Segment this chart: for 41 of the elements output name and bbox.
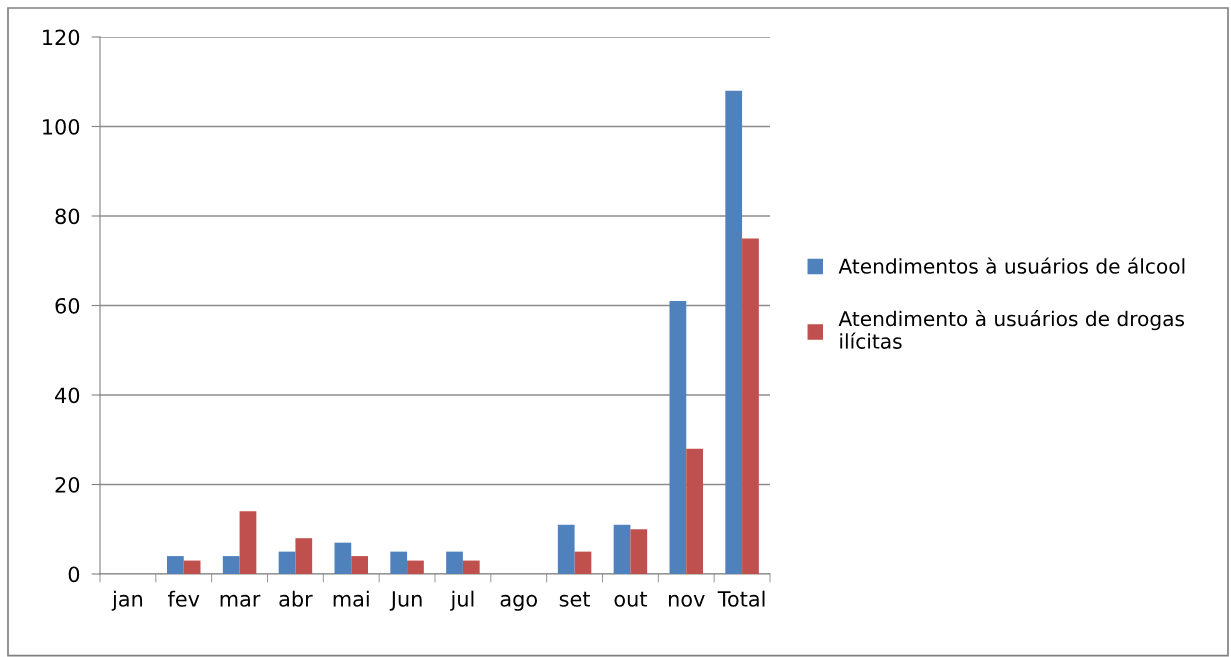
bar bbox=[390, 551, 408, 574]
y-tick-label: 20 bbox=[55, 476, 80, 493]
x-tick-label: Total bbox=[717, 590, 765, 607]
x-tick-label: jul bbox=[450, 590, 474, 611]
x-tick-label: Jun bbox=[389, 591, 422, 611]
bar bbox=[462, 560, 480, 574]
bar bbox=[222, 556, 240, 574]
bar bbox=[167, 556, 184, 574]
y-tick-label: 0 bbox=[68, 566, 80, 583]
x-tick-label: fev bbox=[167, 590, 200, 607]
bar bbox=[557, 524, 575, 574]
bar bbox=[407, 560, 424, 574]
bar bbox=[278, 551, 296, 574]
bar bbox=[686, 448, 703, 574]
bar bbox=[613, 524, 631, 574]
x-tick-label: abr bbox=[279, 590, 313, 607]
bar bbox=[742, 238, 759, 574]
bar bbox=[351, 556, 368, 574]
x-tick-label: ago bbox=[500, 594, 537, 611]
y-tick-label: 60 bbox=[55, 297, 80, 314]
legend-label: Atendimento à usuários de drogas ilícitas bbox=[838, 309, 1185, 349]
legend-label: Atendimentos à usuários de álcool bbox=[838, 257, 1185, 274]
x-tick-label: jan bbox=[111, 590, 143, 611]
bar bbox=[574, 551, 592, 574]
x-tick-label: out bbox=[614, 591, 647, 607]
bar bbox=[630, 529, 648, 574]
y-tick-label: 80 bbox=[55, 208, 80, 225]
x-tick-label: mai bbox=[333, 590, 369, 607]
y-tick-label: 120 bbox=[43, 29, 80, 46]
bar bbox=[295, 538, 313, 574]
x-tick-label: nov bbox=[669, 594, 705, 607]
x-tick-label: mar bbox=[220, 594, 261, 607]
bar bbox=[446, 551, 463, 574]
bar bbox=[725, 90, 743, 574]
bar bbox=[183, 560, 201, 574]
y-tick-label: 100 bbox=[43, 118, 80, 135]
bar bbox=[334, 542, 352, 574]
y-tick-label: 40 bbox=[55, 387, 80, 404]
x-tick-label: set bbox=[559, 591, 590, 607]
bar bbox=[239, 511, 257, 574]
bar bbox=[669, 301, 687, 574]
